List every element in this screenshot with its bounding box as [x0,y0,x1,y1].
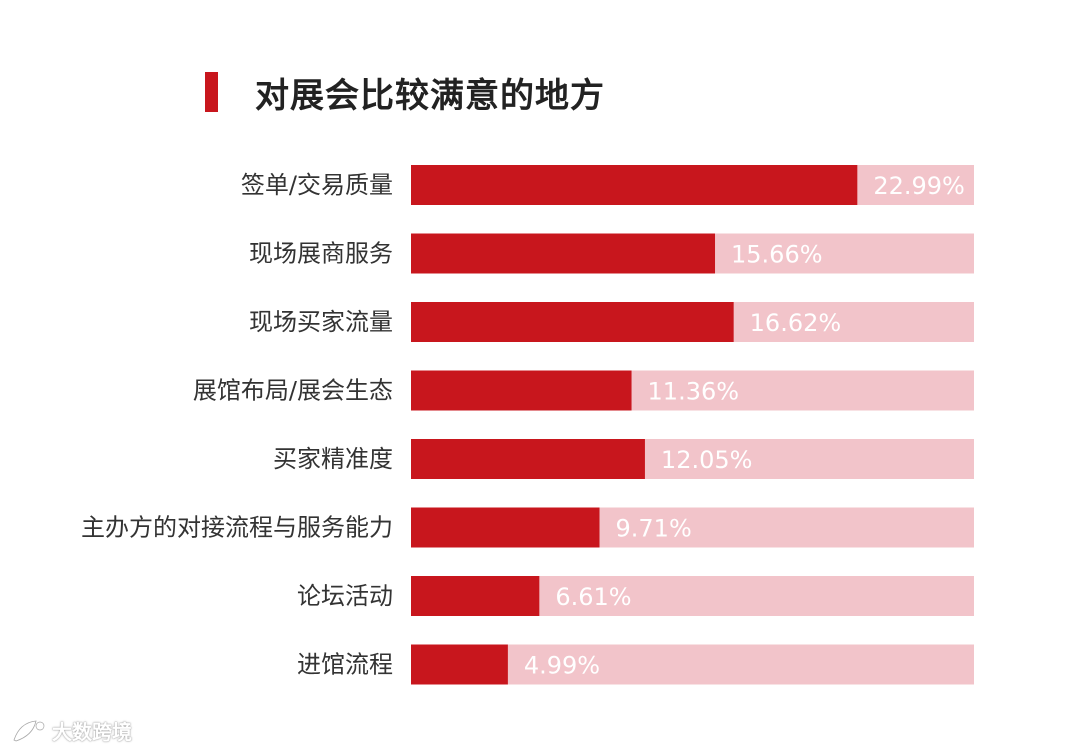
category-label: 现场展商服务 [249,240,393,268]
category-label: 展馆布局/展会生态 [193,377,393,405]
bar [411,439,645,479]
category-label: 签单/交易质量 [241,171,393,199]
bar [411,302,734,342]
value-label: 22.99% [873,172,965,200]
value-label: 16.62% [750,309,842,337]
chart-title: 对展会比较满意的地方 [255,75,605,116]
bar [411,165,858,205]
bar [411,644,508,685]
value-label: 15.66% [731,241,823,269]
category-label: 论坛活动 [297,582,393,610]
category-label: 买家精准度 [273,445,393,473]
value-label: 9.71% [616,515,692,543]
bar [411,370,632,411]
value-label: 4.99% [524,652,600,680]
value-label: 11.36% [648,378,740,406]
bar [411,576,540,616]
category-label: 进馆流程 [297,651,393,679]
value-label: 12.05% [661,446,753,474]
chart-title-block: 对展会比较满意的地方 [205,68,605,116]
watermark-text: 大数跨境 [52,720,132,744]
value-label: 6.61% [555,583,631,611]
bar [411,233,716,274]
bar [411,507,600,548]
category-label: 主办方的对接流程与服务能力 [81,514,393,542]
title-accent-bar [205,72,218,112]
rocket-logo-icon [12,719,45,742]
watermark: 大数跨境 [10,716,132,745]
category-label: 现场买家流量 [249,308,393,336]
